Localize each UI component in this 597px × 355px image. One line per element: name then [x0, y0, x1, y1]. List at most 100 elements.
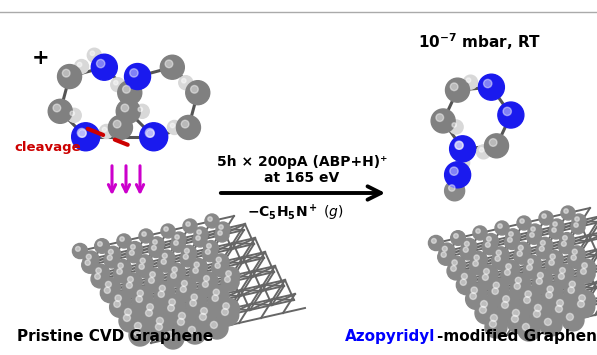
- Circle shape: [140, 258, 145, 263]
- Circle shape: [530, 300, 552, 322]
- Circle shape: [133, 286, 153, 306]
- Circle shape: [141, 305, 163, 327]
- Circle shape: [504, 235, 519, 250]
- Circle shape: [121, 104, 129, 112]
- Circle shape: [128, 241, 143, 256]
- Circle shape: [162, 253, 167, 258]
- Circle shape: [553, 222, 557, 226]
- Circle shape: [577, 301, 584, 307]
- Circle shape: [156, 317, 164, 324]
- Circle shape: [158, 291, 164, 297]
- Circle shape: [561, 241, 567, 246]
- Circle shape: [518, 319, 540, 341]
- Circle shape: [508, 305, 530, 327]
- Circle shape: [122, 279, 141, 297]
- Circle shape: [569, 246, 585, 262]
- Circle shape: [67, 108, 81, 122]
- Circle shape: [197, 230, 201, 234]
- Circle shape: [102, 127, 107, 132]
- Circle shape: [507, 237, 512, 242]
- Text: at 165 eV: at 165 eV: [264, 171, 340, 185]
- Circle shape: [507, 311, 529, 333]
- Circle shape: [183, 254, 188, 259]
- Circle shape: [195, 309, 217, 331]
- Circle shape: [578, 295, 586, 301]
- Circle shape: [109, 249, 113, 254]
- Circle shape: [109, 115, 133, 140]
- Circle shape: [555, 270, 573, 288]
- Circle shape: [115, 260, 131, 277]
- Circle shape: [90, 51, 94, 55]
- Circle shape: [139, 229, 153, 243]
- Circle shape: [75, 60, 88, 73]
- Circle shape: [568, 252, 584, 268]
- Circle shape: [580, 268, 586, 274]
- Circle shape: [495, 221, 509, 235]
- Circle shape: [469, 257, 487, 275]
- Circle shape: [142, 232, 146, 236]
- Circle shape: [104, 287, 110, 293]
- Circle shape: [497, 297, 519, 319]
- Circle shape: [493, 247, 509, 263]
- Circle shape: [208, 291, 228, 311]
- Circle shape: [490, 321, 497, 327]
- Circle shape: [475, 302, 497, 324]
- Circle shape: [571, 220, 585, 234]
- Circle shape: [470, 252, 487, 268]
- Circle shape: [503, 107, 512, 116]
- Circle shape: [83, 251, 99, 267]
- Circle shape: [100, 283, 119, 303]
- Circle shape: [130, 318, 152, 340]
- Circle shape: [180, 251, 196, 267]
- Circle shape: [181, 245, 196, 261]
- Circle shape: [537, 237, 553, 253]
- Circle shape: [73, 125, 98, 149]
- Circle shape: [161, 259, 167, 264]
- Circle shape: [143, 300, 164, 321]
- Circle shape: [546, 292, 552, 299]
- Circle shape: [180, 286, 186, 293]
- Circle shape: [168, 305, 174, 311]
- Circle shape: [116, 99, 140, 123]
- Circle shape: [173, 314, 195, 336]
- Circle shape: [210, 285, 229, 305]
- Circle shape: [460, 244, 476, 260]
- Circle shape: [501, 266, 519, 284]
- Circle shape: [558, 238, 574, 254]
- Circle shape: [485, 134, 509, 158]
- Circle shape: [489, 278, 509, 298]
- Circle shape: [184, 322, 206, 344]
- Circle shape: [98, 242, 102, 246]
- Circle shape: [561, 206, 575, 220]
- Circle shape: [117, 269, 122, 274]
- Circle shape: [528, 224, 542, 238]
- Circle shape: [199, 278, 217, 296]
- Circle shape: [205, 214, 219, 228]
- Circle shape: [479, 148, 484, 152]
- Circle shape: [115, 295, 121, 301]
- Circle shape: [518, 245, 524, 250]
- Circle shape: [113, 81, 118, 85]
- Circle shape: [540, 314, 562, 336]
- Circle shape: [159, 250, 175, 266]
- Circle shape: [504, 269, 510, 275]
- Circle shape: [438, 249, 454, 265]
- Circle shape: [189, 326, 195, 333]
- Circle shape: [177, 115, 201, 140]
- Circle shape: [145, 274, 163, 292]
- Circle shape: [550, 254, 555, 260]
- Circle shape: [179, 312, 186, 320]
- Circle shape: [572, 214, 586, 228]
- Circle shape: [517, 251, 522, 256]
- Circle shape: [478, 74, 504, 100]
- Circle shape: [164, 227, 168, 231]
- Circle shape: [464, 241, 469, 246]
- Circle shape: [216, 257, 221, 262]
- Circle shape: [131, 245, 136, 249]
- Circle shape: [555, 305, 562, 312]
- Circle shape: [127, 282, 133, 288]
- Circle shape: [199, 313, 207, 321]
- Circle shape: [178, 277, 196, 295]
- Circle shape: [136, 296, 143, 302]
- Circle shape: [111, 78, 125, 92]
